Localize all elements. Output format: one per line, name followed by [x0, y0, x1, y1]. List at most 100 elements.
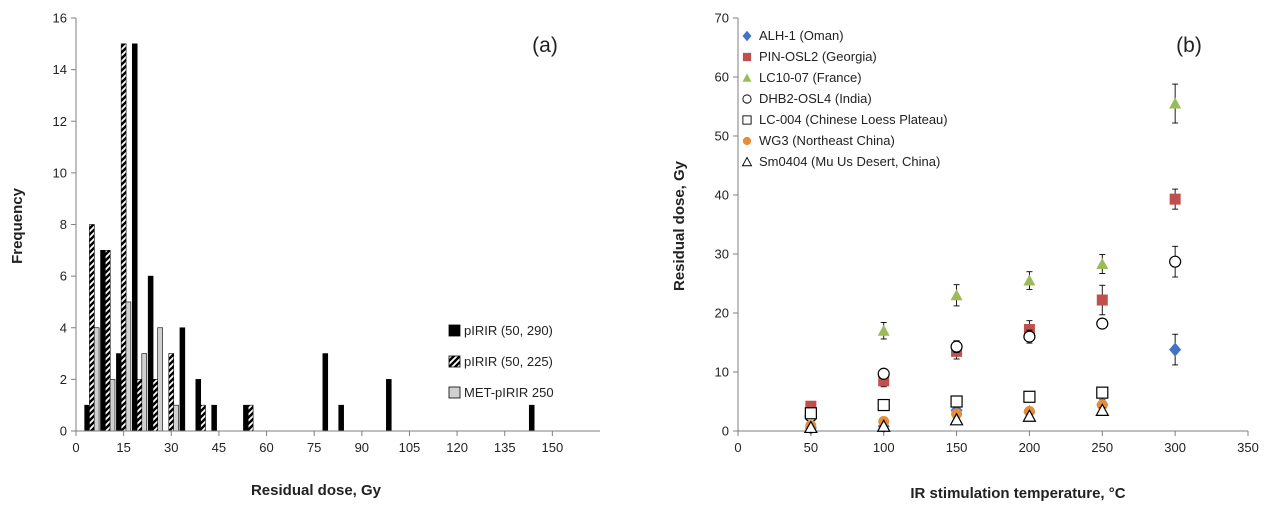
- data-point: [950, 340, 963, 353]
- histogram-bar: [195, 379, 202, 432]
- y-tick-label-b: 60: [715, 70, 729, 85]
- legend-label-b: WG3 (Northeast China): [759, 133, 895, 148]
- y-tick-label-a: 4: [60, 320, 67, 335]
- data-point: [1023, 274, 1036, 286]
- y-tick-label-b: 10: [715, 365, 729, 380]
- legend-label-b: DHB2-OSL4 (India): [759, 91, 872, 106]
- legend-label-b: LC-004 (Chinese Loess Plateau): [759, 112, 948, 127]
- x-tick-label-b: 200: [1019, 440, 1041, 455]
- y-tick-label-b: 0: [722, 424, 729, 439]
- y-tick-label-a: 2: [60, 372, 67, 387]
- legend-marker-b: [742, 30, 752, 42]
- histogram-bar: [200, 404, 206, 432]
- histogram-bar: [243, 404, 249, 432]
- y-tick-label-b: 50: [715, 129, 729, 144]
- data-point: [878, 375, 890, 387]
- legend-label-b: PIN-OSL2 (Georgia): [759, 49, 877, 64]
- histogram-bar: [157, 327, 163, 432]
- histogram-bar: [168, 353, 175, 432]
- data-point: [1095, 403, 1110, 416]
- data-point: [1023, 390, 1036, 403]
- data-point: [876, 419, 891, 432]
- data-point: [949, 412, 964, 426]
- data-point: [950, 289, 963, 301]
- y-axis-label-a: Frequency: [9, 187, 26, 264]
- legend-marker-b: [742, 115, 752, 125]
- legend-marker-b: [742, 52, 752, 62]
- y-tick-label-b: 70: [715, 11, 729, 26]
- data-point: [950, 395, 963, 408]
- y-tick-label-a: 0: [60, 424, 67, 439]
- panel-label-a: (a): [532, 34, 558, 57]
- x-tick-label-a: 0: [72, 440, 79, 455]
- histogram-bar: [141, 353, 148, 432]
- x-tick-label-a: 105: [399, 440, 421, 455]
- x-tick-label-a: 15: [116, 440, 130, 455]
- x-tick-label-a: 60: [259, 440, 273, 455]
- legend-label-a: pIRIR (50, 225): [464, 354, 553, 369]
- histogram-bar: [322, 353, 329, 432]
- histogram-bar: [211, 404, 217, 432]
- y-tick-label-a: 16: [53, 11, 67, 26]
- data-point: [1096, 386, 1109, 399]
- histogram-bar: [125, 301, 132, 432]
- y-tick-label-a: 14: [53, 62, 67, 77]
- x-tick-label-b: 0: [734, 440, 741, 455]
- x-tick-label-a: 150: [542, 440, 564, 455]
- x-tick-label-a: 45: [212, 440, 226, 455]
- legend-label-a: pIRIR (50, 290): [464, 323, 553, 338]
- histogram-bar: [109, 379, 116, 432]
- histogram-bar: [179, 327, 186, 432]
- panel-label-b: (b): [1176, 34, 1202, 57]
- histogram-bar: [136, 379, 143, 432]
- x-axis-label-b: IR stimulation temperature, °C: [910, 485, 1125, 502]
- y-tick-label-b: 40: [715, 188, 729, 203]
- y-tick-label-a: 6: [60, 269, 67, 284]
- histogram-bar: [147, 275, 154, 432]
- x-tick-label-a: 30: [164, 440, 178, 455]
- histogram-bar: [152, 379, 159, 432]
- data-point: [1022, 408, 1037, 422]
- data-point: [1169, 97, 1182, 109]
- scatter-chart-b: 0 10 20 30 40 50 60 70 0 50 100 150 200 250 300 350 (b)…: [671, 11, 1259, 503]
- data-point: [877, 398, 890, 412]
- histogram-bar: [93, 327, 100, 432]
- data-point: [804, 407, 817, 420]
- x-tick-label-b: 250: [1091, 440, 1113, 455]
- y-tick-label-a: 12: [53, 114, 67, 129]
- x-axis-label-a: Residual dose, Gy: [251, 482, 382, 499]
- legend-marker-b: [742, 136, 752, 146]
- legend-swatch-a: [448, 324, 461, 337]
- legend-a: pIRIR (50, 290) pIRIR (50, 225) MET-pIRIR …: [448, 323, 554, 400]
- histogram-bar: [100, 250, 106, 432]
- legend-marker-b: [741, 156, 753, 167]
- legend-marker-b: [742, 73, 752, 82]
- histogram-bar: [386, 379, 392, 432]
- legend-marker-b: [742, 94, 752, 104]
- histogram-bar: [528, 404, 535, 432]
- x-tick-label-a: 135: [494, 440, 516, 455]
- data-point: [1096, 317, 1109, 330]
- histogram-chart-a: 0 2 4 6 8 10 12 14 16 0 15 30 45 60 75 90 105 120 135 150 (…: [9, 11, 600, 499]
- x-tick-label-b: 50: [804, 440, 818, 455]
- y-axis-label-b: Residual dose, Gy: [671, 160, 688, 291]
- histogram-bar: [116, 353, 122, 432]
- y-tick-label-b: 20: [715, 306, 729, 321]
- legend-label-b: LC10-07 (France): [759, 70, 862, 85]
- x-tick-label-b: 150: [946, 440, 968, 455]
- histogram-bar: [173, 404, 179, 432]
- legend-swatch-a: [448, 355, 461, 368]
- legend-label-a: MET-pIRIR 250: [464, 385, 554, 400]
- data-point: [803, 420, 818, 434]
- y-tick-label-a: 8: [60, 217, 67, 232]
- legend-label-b: Sm0404 (Mu Us Desert, China): [759, 154, 940, 169]
- y-tick-label-b: 30: [715, 247, 729, 262]
- legend-label-b: ALH-1 (Oman): [759, 28, 844, 43]
- data-point: [1096, 258, 1109, 270]
- histogram-bar: [120, 43, 127, 432]
- legend-b: ALH-1 (Oman) PIN-OSL2 (Georgia) LC10-07 (F…: [741, 28, 948, 169]
- y-tick-label-a: 10: [53, 165, 67, 180]
- histogram-bar: [131, 43, 138, 432]
- legend-swatch-a: [448, 386, 461, 399]
- histogram-bar: [247, 404, 254, 432]
